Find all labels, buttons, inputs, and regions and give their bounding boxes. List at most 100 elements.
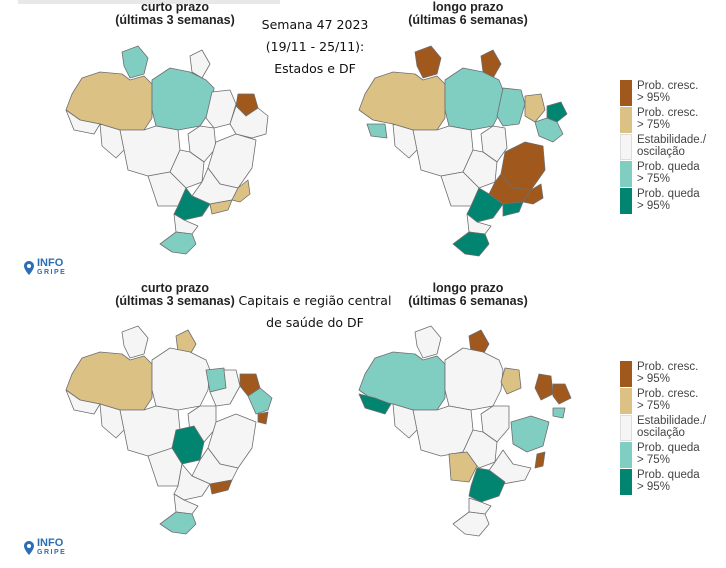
region-amazonas xyxy=(358,71,446,131)
top-decor-bar xyxy=(18,0,280,4)
panel-title-line1: curto prazo xyxy=(140,281,210,295)
map-capitals-long-term xyxy=(358,325,572,537)
legend-item: Estabilidade./oscilação xyxy=(620,134,706,161)
legend-item: Prob. queda > 75% xyxy=(620,442,706,469)
panel-title-line2: (últimas 3 semanas) xyxy=(115,294,235,308)
logo-text: INFO xyxy=(37,257,64,269)
region-parana-sc xyxy=(173,493,199,515)
legend-label-line1: Prob. cresc. xyxy=(637,107,699,119)
legend-item: Prob. queda > 95% xyxy=(620,469,706,496)
legend-label-line2: > 75% xyxy=(637,173,670,185)
region-parana-sc xyxy=(468,497,492,515)
legend-label-line2: > 75% xyxy=(637,454,670,466)
legend-label-line1: Prob. cresc. xyxy=(637,388,699,400)
region-piaui xyxy=(524,93,546,123)
region-espirito-santo xyxy=(534,451,546,469)
week-caption-line2: (19/11 - 25/11): xyxy=(265,39,365,54)
panel-title-line2: (últimas 6 semanas) xyxy=(408,294,528,308)
region-parana-sc xyxy=(466,213,492,235)
legend-label-line1: Prob. cresc. xyxy=(637,361,699,373)
legend-label-line1: Prob. cresc. xyxy=(637,80,699,92)
legend-label-line1: Estabilidade./ xyxy=(637,415,707,427)
region-rio-grande-sul xyxy=(159,511,197,535)
legend-label-line1: Prob. queda xyxy=(637,188,700,200)
legend-label-line1: Estabilidade./ xyxy=(637,134,707,146)
logo-subtext: GRIPE xyxy=(37,549,67,556)
infogripe-logo-top: INFO GRIPE xyxy=(24,257,67,277)
legend-label-line2: oscilação xyxy=(637,427,685,439)
capitals-caption-line2: de saúde do DF xyxy=(266,315,364,330)
region-rondonia xyxy=(99,123,127,159)
legend-item: Prob. queda > 95% xyxy=(620,188,706,215)
region-parana-sc xyxy=(173,213,199,235)
region-amapa xyxy=(480,49,502,79)
legend-item: Prob. cresc. > 75% xyxy=(620,388,706,415)
region-maranhao xyxy=(500,367,522,395)
region-rio-grande-sul xyxy=(159,231,197,255)
map-states-short-term xyxy=(65,45,269,255)
region-piaui xyxy=(534,373,554,401)
legend-swatch xyxy=(620,415,632,441)
region-mato-grosso xyxy=(412,405,474,457)
panel-title-top-left: curto prazo (últimas 3 semanas) xyxy=(100,1,250,27)
legend-swatch xyxy=(620,442,632,468)
region-sergipe xyxy=(257,411,269,425)
legend-swatch xyxy=(620,134,632,160)
region-roraima xyxy=(121,325,149,359)
week-caption-line1: Semana 47 2023 xyxy=(261,17,369,32)
region-para xyxy=(151,67,215,131)
region-maranhao xyxy=(496,87,526,127)
location-pin-icon xyxy=(24,261,34,275)
map-states-long-term xyxy=(358,45,568,257)
legend-bottom: Prob. cresc. > 95% Prob. cresc. > 75% Esta… xyxy=(620,361,706,496)
region-nordeste-east xyxy=(247,387,273,415)
logo-text: INFO xyxy=(37,537,64,549)
panel-title-line1: longo prazo xyxy=(432,281,504,295)
legend-label-line2: > 95% xyxy=(637,200,670,212)
region-rio-de-janeiro xyxy=(209,479,233,495)
legend-swatch xyxy=(620,188,632,214)
legend-label-line1: Prob. queda xyxy=(637,161,700,173)
region-sao-paulo xyxy=(468,467,506,503)
legend-label-line2: > 95% xyxy=(637,481,670,493)
logo-subtext: GRIPE xyxy=(37,269,67,276)
region-acre xyxy=(65,109,101,135)
region-acre xyxy=(358,393,392,415)
legend-item: Estabilidade./oscilação xyxy=(620,415,706,442)
region-bahia xyxy=(510,415,550,453)
region-mato-grosso-sul xyxy=(448,451,478,483)
region-rio-de-janeiro xyxy=(502,201,524,217)
region-rondonia xyxy=(99,403,127,439)
legend-top: Prob. cresc. > 95% Prob. cresc. > 75% Esta… xyxy=(620,80,706,215)
capitals-caption-line1: Capitais e região central xyxy=(238,293,392,308)
region-espirito-santo xyxy=(522,183,544,205)
region-rio-grande-norte xyxy=(546,101,568,123)
legend-swatch xyxy=(620,161,632,187)
region-nordeste-east xyxy=(534,117,564,143)
legend-label-line2: > 75% xyxy=(637,119,670,131)
region-mato-grosso xyxy=(119,125,181,177)
region-amazonas xyxy=(358,351,446,411)
region-rio-grande-norte xyxy=(552,383,572,405)
region-mato-grosso xyxy=(412,125,474,177)
legend-item: Prob. cresc. > 95% xyxy=(620,361,706,388)
map-capitals-short-term xyxy=(65,325,273,535)
infogripe-logo-bottom: INFO GRIPE xyxy=(24,537,67,557)
region-sergipe xyxy=(552,407,566,419)
region-rondonia xyxy=(392,403,420,439)
legend-label-line2: > 95% xyxy=(637,92,670,104)
region-nordeste-east xyxy=(229,105,269,139)
region-para xyxy=(151,347,211,411)
location-pin-icon xyxy=(24,541,34,555)
region-para xyxy=(444,67,504,131)
region-espirito-santo xyxy=(231,179,251,203)
legend-label-line1: Prob. queda xyxy=(637,469,700,481)
panel-title-line2: (últimas 3 semanas) xyxy=(115,13,235,27)
region-roraima xyxy=(121,45,149,79)
legend-swatch xyxy=(620,80,632,106)
legend-label-line1: Prob. queda xyxy=(637,442,700,454)
legend-label-line2: oscilação xyxy=(637,146,685,158)
panel-title-line1: curto prazo xyxy=(140,0,210,14)
legend-swatch xyxy=(620,361,632,387)
legend-label-line2: > 75% xyxy=(637,400,670,412)
